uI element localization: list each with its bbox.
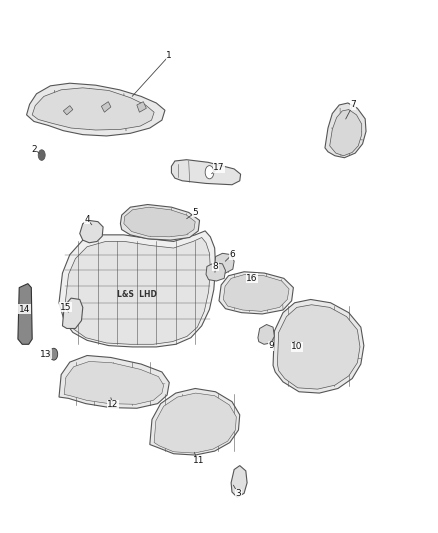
Polygon shape — [171, 160, 240, 185]
Polygon shape — [18, 284, 32, 344]
Text: 16: 16 — [246, 274, 258, 283]
Polygon shape — [59, 356, 169, 408]
Text: 14: 14 — [19, 305, 30, 314]
Polygon shape — [64, 106, 73, 115]
Polygon shape — [206, 263, 226, 281]
Polygon shape — [231, 466, 247, 497]
Text: 12: 12 — [107, 400, 119, 409]
Polygon shape — [154, 393, 236, 453]
Polygon shape — [27, 83, 165, 136]
Polygon shape — [219, 272, 293, 314]
Circle shape — [50, 348, 58, 360]
Polygon shape — [273, 300, 364, 393]
Text: 7: 7 — [350, 100, 356, 109]
Polygon shape — [258, 325, 274, 344]
Text: 4: 4 — [84, 214, 90, 223]
Text: 11: 11 — [192, 456, 204, 465]
Polygon shape — [63, 298, 83, 328]
Polygon shape — [101, 102, 111, 112]
Polygon shape — [66, 238, 210, 344]
Polygon shape — [32, 88, 154, 130]
Polygon shape — [124, 207, 195, 237]
Text: 6: 6 — [229, 250, 235, 259]
Text: 17: 17 — [213, 163, 225, 172]
Text: 15: 15 — [60, 303, 71, 312]
Text: 5: 5 — [192, 208, 198, 217]
Polygon shape — [120, 205, 200, 240]
Text: 9: 9 — [268, 341, 274, 350]
Polygon shape — [277, 305, 360, 389]
Polygon shape — [215, 253, 234, 273]
Text: 1: 1 — [166, 51, 172, 60]
Polygon shape — [325, 103, 366, 158]
Polygon shape — [223, 274, 289, 311]
Text: L&S  LHD: L&S LHD — [117, 290, 157, 298]
Polygon shape — [80, 220, 103, 243]
Polygon shape — [59, 231, 215, 347]
Text: 3: 3 — [236, 489, 241, 498]
Text: 10: 10 — [291, 342, 303, 351]
Polygon shape — [150, 389, 240, 455]
Text: 2: 2 — [31, 144, 37, 154]
Polygon shape — [330, 110, 362, 156]
Text: 13: 13 — [40, 350, 52, 359]
Circle shape — [205, 166, 214, 179]
Text: 8: 8 — [213, 262, 219, 271]
Circle shape — [38, 150, 45, 160]
Polygon shape — [137, 102, 146, 112]
Polygon shape — [64, 361, 164, 405]
